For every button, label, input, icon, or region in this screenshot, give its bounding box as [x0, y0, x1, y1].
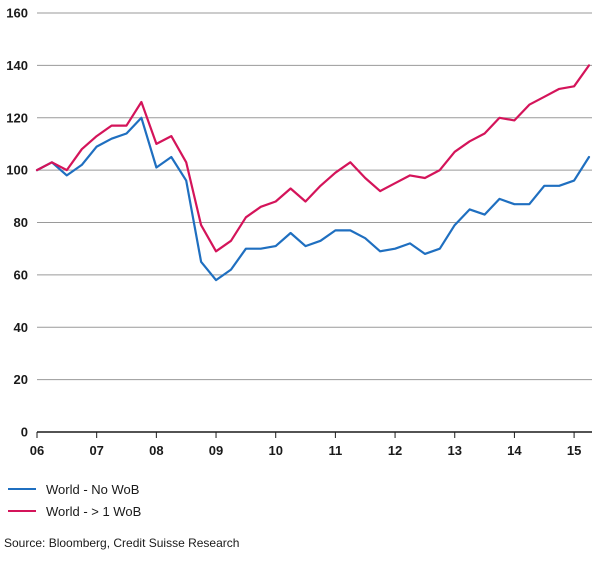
line-chart: 0 20 40 60 80 100 120 140 160 06 07 08 09 10 11 12 13 14…	[6, 6, 592, 458]
y-axis-labels: 0 20 40 60 80 100 120 140 160	[6, 6, 28, 440]
x-tick-label: 08	[149, 443, 163, 458]
y-tick-label: 40	[14, 320, 28, 335]
x-tick-label: 15	[567, 443, 581, 458]
x-tick-label: 13	[448, 443, 462, 458]
x-tick-label: 14	[507, 443, 522, 458]
series-line-wob	[35, 64, 591, 253]
x-tick-label: 11	[329, 443, 343, 458]
y-tick-label: 140	[6, 58, 28, 73]
grid-lines	[37, 12, 592, 433]
x-tick-label: 09	[209, 443, 223, 458]
y-tick-label: 120	[6, 110, 28, 125]
y-tick-label: 100	[6, 163, 28, 178]
legend-swatch-wob	[8, 510, 36, 512]
x-axis: 06 07 08 09 10 11 12 13 14 15	[30, 432, 581, 458]
legend-label-no-wob: World - No WoB	[46, 481, 140, 497]
x-tick-label: 06	[30, 443, 44, 458]
x-tick-label: 10	[268, 443, 282, 458]
legend: World - No WoB World - > 1 WoB	[8, 478, 588, 522]
x-tick-label: 07	[89, 443, 103, 458]
y-tick-label: 0	[21, 425, 28, 440]
source-note: Source: Bloomberg, Credit Suisse Researc…	[4, 536, 240, 550]
series-line-no-wob	[35, 116, 591, 282]
legend-label-wob: World - > 1 WoB	[46, 503, 142, 519]
legend-item-no-wob: World - No WoB	[8, 478, 588, 500]
legend-swatch-no-wob	[8, 488, 36, 490]
legend-item-wob: World - > 1 WoB	[8, 500, 588, 522]
x-tick-label: 12	[388, 443, 402, 458]
series-lines	[35, 64, 591, 282]
y-tick-label: 20	[14, 372, 28, 387]
y-tick-label: 160	[6, 6, 28, 21]
y-tick-label: 80	[14, 215, 28, 230]
y-tick-label: 60	[14, 267, 28, 282]
